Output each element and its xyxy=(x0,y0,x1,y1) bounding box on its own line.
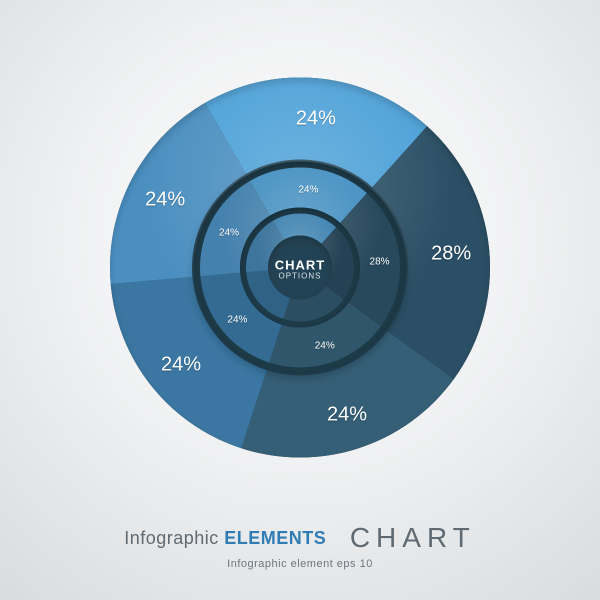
footer-brand: Infographic ELEMENTS CHART xyxy=(0,522,600,554)
footer-chart-word: CHART xyxy=(350,522,476,553)
pie-slice-label: 24% xyxy=(327,403,367,426)
pie-slice-label: 28% xyxy=(431,243,471,266)
pie-slice-label: 24% xyxy=(315,341,335,352)
pie-slice-label: 24% xyxy=(161,353,201,376)
pie-slice-label: 24% xyxy=(298,185,318,196)
pie-slice-label: 24% xyxy=(227,314,247,325)
stage: CHART OPTIONS Infographic ELEMENTS CHART… xyxy=(0,0,600,600)
pie-slice-label: 24% xyxy=(219,228,239,239)
pie-slice-label: 28% xyxy=(370,256,390,267)
pie-slice-label: 24% xyxy=(296,107,336,130)
footer-brand-a: Infographic xyxy=(124,528,219,548)
chart-center-subtitle: OPTIONS xyxy=(275,273,326,282)
footer: Infographic ELEMENTS CHART Infographic e… xyxy=(0,522,600,570)
footer-sub: Infographic element eps 10 xyxy=(0,558,600,570)
chart-center-title: CHART xyxy=(275,258,326,272)
pie-slice-label: 24% xyxy=(145,188,185,211)
chart-center-label: CHART OPTIONS xyxy=(275,258,326,281)
footer-brand-b: ELEMENTS xyxy=(224,528,326,548)
